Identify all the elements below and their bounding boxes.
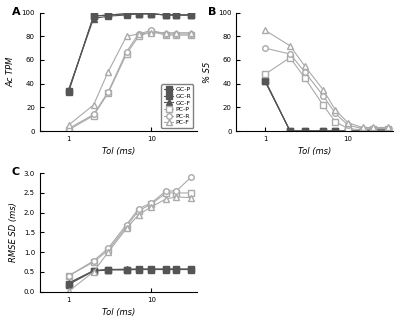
X-axis label: Tol (ms): Tol (ms) [102, 147, 135, 156]
Y-axis label: RMSE SD (ms): RMSE SD (ms) [9, 202, 18, 262]
Text: B: B [208, 7, 216, 17]
Y-axis label: % S5: % S5 [204, 61, 212, 83]
Y-axis label: Ac TPM: Ac TPM [7, 57, 16, 87]
X-axis label: Tol (ms): Tol (ms) [102, 308, 135, 317]
Text: C: C [12, 167, 20, 177]
Text: A: A [12, 7, 20, 17]
Legend: GC-P, GC-R, GC-F, PC-P, PC-R, PC-F: GC-P, GC-R, GC-F, PC-P, PC-R, PC-F [162, 85, 194, 128]
X-axis label: Tol (ms): Tol (ms) [298, 147, 331, 156]
